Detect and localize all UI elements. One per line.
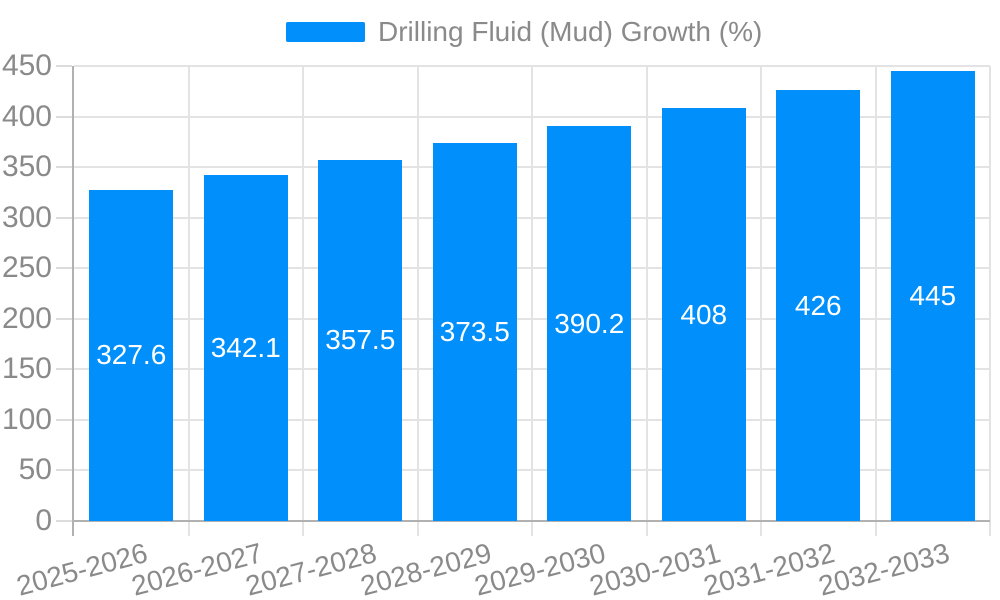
x-axis-tick-label: 2025-2026 xyxy=(13,537,152,600)
y-axis-tick-label: 200 xyxy=(1,301,52,335)
x-gridline xyxy=(874,66,877,521)
bar[interactable] xyxy=(776,90,861,521)
x-axis-tick-label: 2029-2030 xyxy=(471,537,610,600)
x-tick-mark xyxy=(874,521,877,536)
bar[interactable] xyxy=(547,126,632,521)
y-axis-tick-label: 350 xyxy=(1,150,52,184)
y-axis-tick-label: 250 xyxy=(1,251,52,285)
x-tick-mark xyxy=(989,521,991,536)
legend-item[interactable]: Drilling Fluid (Mud) Growth (%) xyxy=(286,16,762,48)
x-tick-mark xyxy=(531,521,533,536)
y-axis-tick-label: 150 xyxy=(1,352,52,386)
y-axis-tick-label: 50 xyxy=(18,453,52,487)
bar[interactable] xyxy=(318,159,403,521)
x-axis-tick-label: 2027-2028 xyxy=(242,537,381,600)
bar-value-label: 342.1 xyxy=(210,332,281,364)
y-tick-mark xyxy=(56,368,72,371)
x-gridline xyxy=(531,66,533,521)
bar-value-label: 445 xyxy=(909,280,957,312)
x-tick-mark xyxy=(187,521,190,536)
y-tick-mark xyxy=(56,166,72,169)
bar[interactable] xyxy=(89,189,174,521)
y-tick-mark xyxy=(56,267,72,270)
x-tick-mark xyxy=(416,521,419,536)
y-tick-mark xyxy=(56,520,72,522)
legend-marker-swatch xyxy=(286,22,365,42)
x-gridline xyxy=(645,66,648,521)
x-axis-tick-label: 2026-2027 xyxy=(128,537,266,600)
y-axis-tick-label: 450 xyxy=(1,49,52,82)
y-axis-tick-label: 400 xyxy=(1,99,52,133)
x-axis-tick-label: 2031-2032 xyxy=(700,537,839,600)
bar[interactable] xyxy=(203,175,288,521)
y-axis-line xyxy=(72,66,74,536)
x-axis-tick-label: 2032-2033 xyxy=(815,537,953,600)
y-axis-tick-label: 100 xyxy=(1,402,52,436)
y-tick-mark xyxy=(56,216,72,219)
y-tick-mark xyxy=(56,418,72,421)
bar-value-label: 357.5 xyxy=(325,324,396,356)
bar-value-label: 426 xyxy=(794,289,842,321)
x-gridline xyxy=(989,66,991,521)
y-tick-mark xyxy=(56,115,72,118)
bar[interactable] xyxy=(890,71,975,521)
x-axis-line xyxy=(72,520,990,522)
x-gridline xyxy=(302,66,304,521)
y-tick-mark xyxy=(56,65,72,67)
x-axis-tick-label: 2028-2029 xyxy=(357,537,495,600)
x-tick-mark xyxy=(302,521,304,536)
bar-value-label: 373.5 xyxy=(439,316,510,348)
y-tick-mark xyxy=(56,317,72,320)
bar[interactable] xyxy=(661,108,746,521)
x-tick-mark xyxy=(645,521,648,536)
x-tick-mark xyxy=(760,521,762,536)
bar[interactable] xyxy=(432,143,517,521)
y-tick-mark xyxy=(56,469,72,472)
bar-value-label: 327.6 xyxy=(96,339,167,371)
legend-label: Drilling Fluid (Mud) Growth (%) xyxy=(378,16,763,47)
y-axis-tick-label: 300 xyxy=(1,200,52,234)
x-gridline xyxy=(416,66,419,521)
x-gridline xyxy=(187,66,190,521)
x-gridline xyxy=(760,66,762,521)
bar-value-label: 390.2 xyxy=(554,307,625,339)
x-axis-tick-label: 2030-2031 xyxy=(586,537,724,600)
bar-value-label: 408 xyxy=(680,298,728,330)
y-axis-tick-label: 0 xyxy=(35,504,52,537)
